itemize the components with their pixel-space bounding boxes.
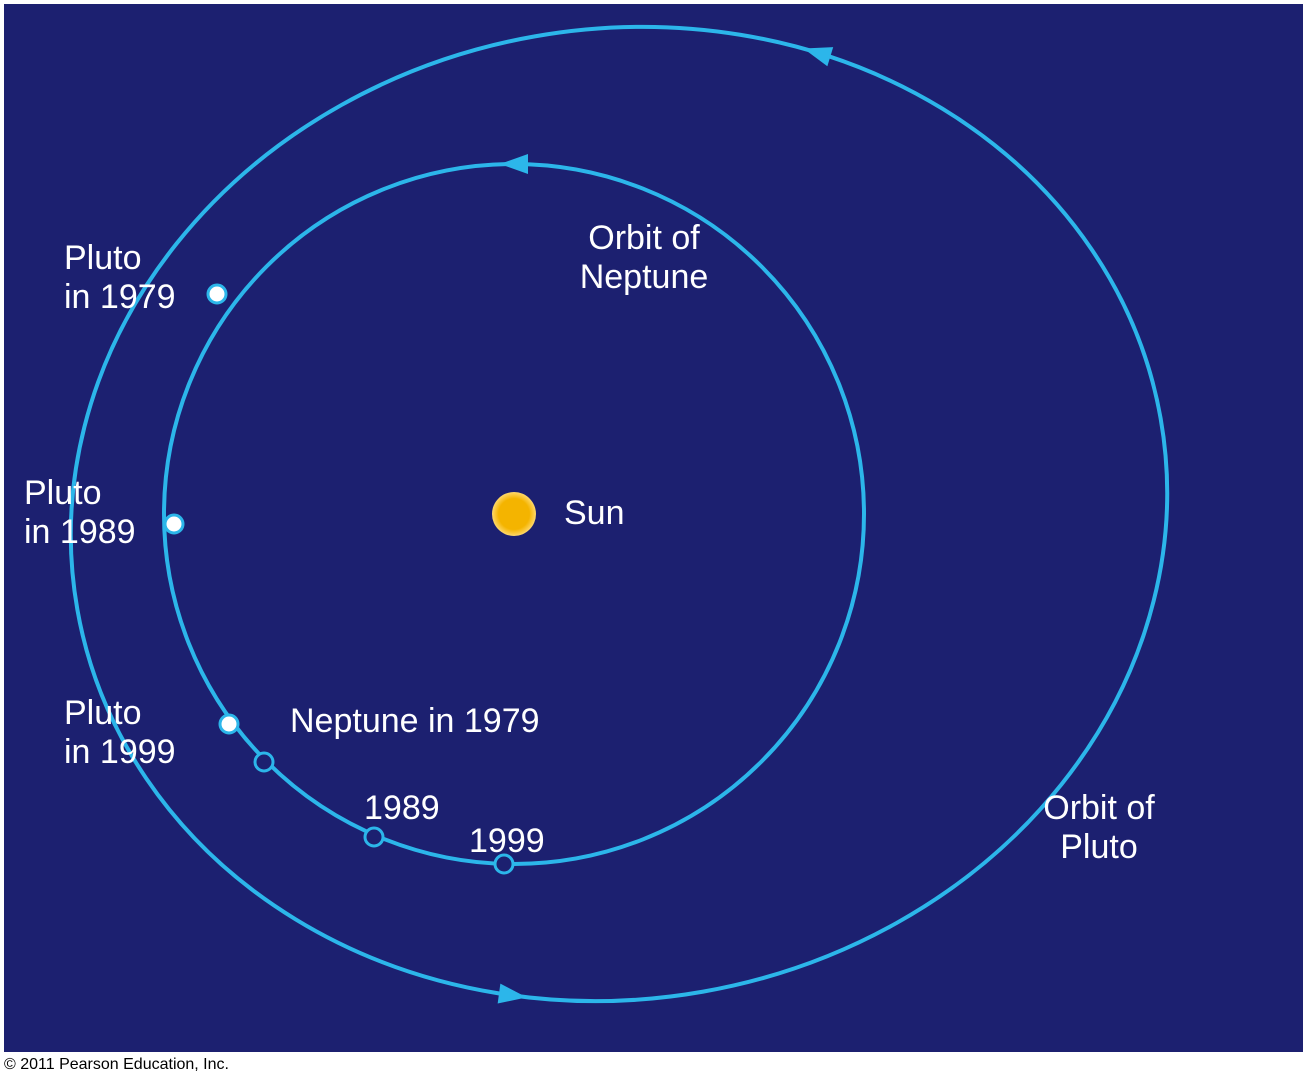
copyright-text: © 2011 Pearson Education, Inc. — [4, 1056, 229, 1074]
neptune-position-label-1999: 1999 — [469, 822, 545, 860]
neptune-orbit-label: Orbit ofNeptune — [580, 219, 709, 296]
diagram-frame: SunOrbit ofNeptuneOrbit ofPlutoPlutoin 1… — [4, 4, 1303, 1052]
pluto-position-1989 — [165, 515, 183, 533]
diagram-background — [4, 4, 1303, 1052]
sun-icon — [492, 492, 536, 536]
neptune-position-1989 — [365, 828, 383, 846]
pluto-position-1979 — [208, 285, 226, 303]
orbit-diagram: SunOrbit ofNeptuneOrbit ofPlutoPlutoin 1… — [4, 4, 1303, 1052]
neptune-position-label-1979: Neptune in 1979 — [290, 702, 540, 740]
neptune-position-1979 — [255, 753, 273, 771]
pluto-position-1999 — [220, 715, 238, 733]
sun-label: Sun — [564, 494, 625, 532]
neptune-position-label-1989: 1989 — [364, 789, 440, 827]
